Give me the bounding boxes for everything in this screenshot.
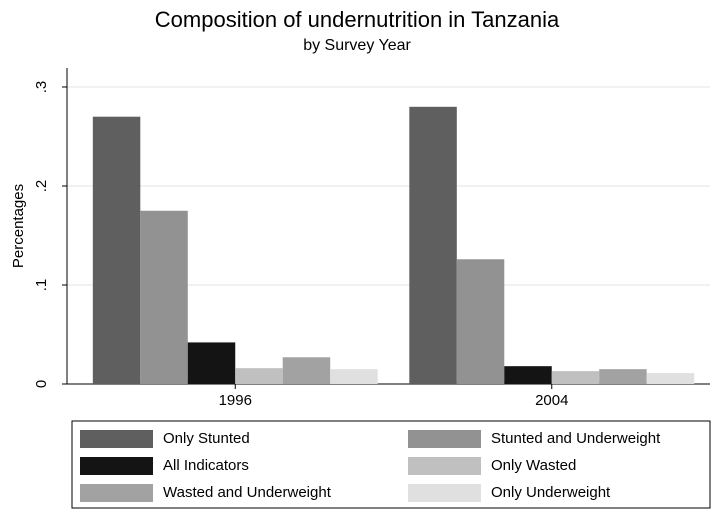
bar <box>92 116 141 384</box>
x-tick-label: 2004 <box>535 392 568 409</box>
chart-subtitle: by Survey Year <box>303 37 411 54</box>
legend-swatch <box>80 457 153 475</box>
y-tick-label: 0 <box>33 380 50 388</box>
y-tick-label: .2 <box>33 180 50 193</box>
legend-label: Wasted and Underweight <box>163 484 332 501</box>
legend-label: Only Stunted <box>163 430 250 447</box>
bar <box>235 368 283 384</box>
bar <box>282 357 331 384</box>
legend-box <box>71 420 711 509</box>
y-tick-label: .3 <box>33 81 50 94</box>
legend-swatch <box>408 484 481 502</box>
legend-label: Only Wasted <box>491 457 576 474</box>
bar <box>330 369 378 384</box>
legend-label: Stunted and Underweight <box>491 430 661 447</box>
y-tick-label: .1 <box>33 279 50 292</box>
legend-swatch <box>80 484 153 502</box>
bar <box>551 371 600 384</box>
chart-title: Composition of undernutrition in Tanzani… <box>155 7 560 32</box>
bar <box>599 369 647 384</box>
legend-swatch <box>80 430 153 448</box>
bar <box>409 106 457 385</box>
y-axis-title: Percentages <box>10 184 27 268</box>
x-tick-label: 1996 <box>219 392 252 409</box>
legend-swatch <box>408 457 481 475</box>
bar <box>187 342 236 384</box>
bar <box>140 210 188 384</box>
legend-label: All Indicators <box>163 457 249 474</box>
legend-label: Only Underweight <box>491 484 611 501</box>
bar <box>646 373 695 384</box>
legend-swatch <box>408 430 481 448</box>
bar <box>504 366 552 384</box>
bar <box>456 259 505 384</box>
